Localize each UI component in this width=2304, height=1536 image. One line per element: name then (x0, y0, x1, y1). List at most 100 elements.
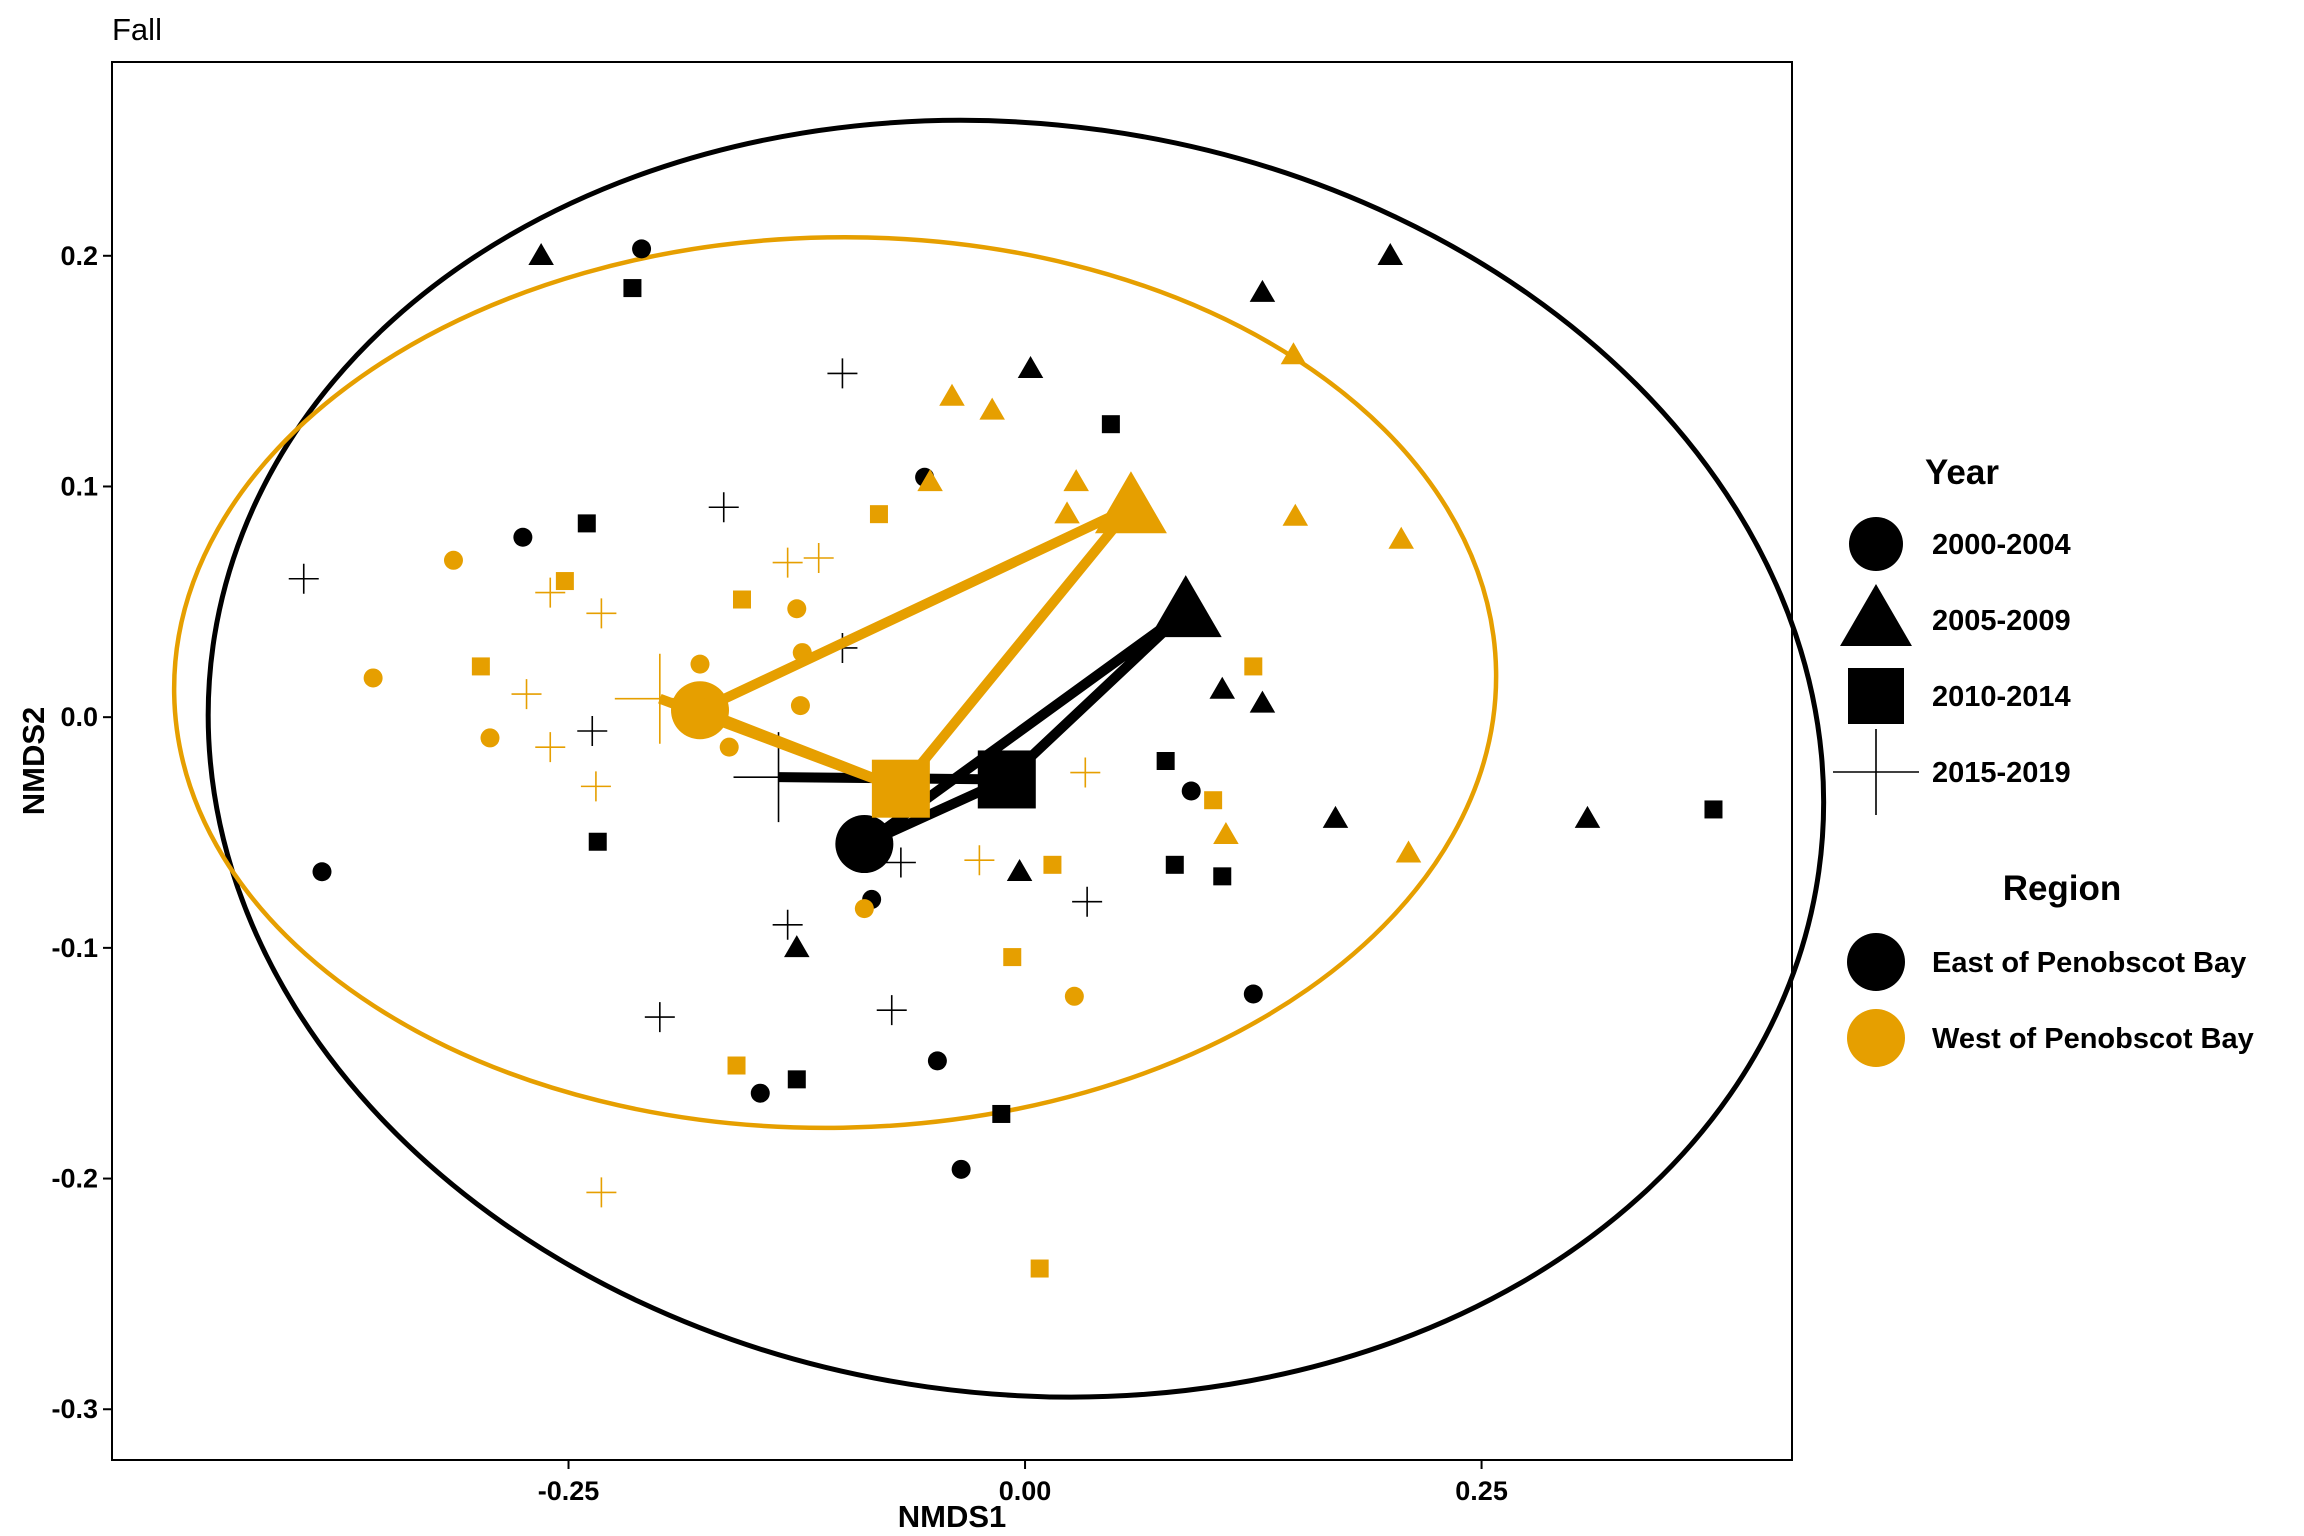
data-point (511, 679, 542, 710)
data-point (443, 550, 463, 570)
data-point (1244, 657, 1263, 676)
x-tick-label: -0.25 (538, 1476, 600, 1506)
data-point (869, 505, 888, 524)
x-axis: -0.25 0.00 0.25 (538, 1460, 1508, 1506)
data-point (927, 1051, 947, 1071)
data-point (586, 598, 617, 629)
data-point (644, 1002, 675, 1033)
data-point (577, 716, 608, 747)
data-point (750, 1083, 770, 1103)
data-point (787, 599, 807, 619)
legend-year-items: 2000-2004 2005-2009 2010-2014 2015-2019 (1833, 517, 2071, 815)
legend-year-label: 2005-2009 (1932, 605, 2071, 637)
data-point (1064, 986, 1084, 1006)
data-point (885, 847, 916, 878)
data-point (312, 862, 332, 882)
data-point (535, 732, 566, 763)
chart-title: Fall (112, 12, 162, 47)
legend-year-title: Year (1925, 453, 1999, 492)
data-point (733, 590, 751, 609)
y-tick-label: 0.1 (60, 471, 98, 501)
data-point (772, 547, 803, 578)
data-point (577, 514, 596, 533)
y-tick-label: -0.3 (51, 1394, 98, 1424)
data-point (623, 279, 642, 298)
data-point (827, 358, 858, 389)
data-point (939, 383, 965, 406)
data-point (876, 995, 907, 1026)
legend-key-circle (1849, 517, 1903, 571)
x-axis-label: NMDS1 (898, 1499, 1007, 1534)
data-point (964, 845, 995, 876)
data-point (1072, 886, 1103, 917)
data-point (1213, 822, 1239, 845)
legend-key-square (1848, 668, 1904, 724)
y-axis-label: NMDS2 (16, 707, 51, 816)
data-point (1070, 757, 1101, 788)
data-point (992, 1104, 1011, 1123)
ellipse-layer (171, 117, 1827, 1400)
y-tick-label: 0.2 (60, 241, 98, 271)
data-point (1043, 855, 1062, 874)
data-point (1280, 342, 1307, 365)
data-point (727, 1056, 746, 1075)
data-point (588, 832, 607, 851)
data-point (790, 696, 810, 716)
data-point (1017, 356, 1044, 379)
centroid-point (835, 815, 894, 874)
data-point (288, 563, 319, 594)
data-point (1249, 279, 1276, 302)
data-point (528, 243, 554, 266)
data-point (1243, 984, 1263, 1004)
x-tick-label: 0.00 (999, 1476, 1052, 1506)
data-point (784, 935, 810, 958)
legend-region-label: East of Penobscot Bay (1932, 947, 2246, 979)
y-tick-label: 0.0 (60, 702, 98, 732)
confidence-ellipse-west (171, 234, 1499, 1131)
legend-year-label: 2010-2014 (1932, 681, 2071, 713)
data-point (1377, 243, 1404, 266)
data-point (1101, 415, 1120, 434)
data-point (480, 728, 500, 748)
legend-region-label: West of Penobscot Bay (1932, 1023, 2254, 1055)
data-point (1006, 858, 1033, 881)
points-layer (288, 239, 1723, 1278)
data-point (690, 654, 710, 674)
data-point (1213, 867, 1232, 886)
data-point (1704, 800, 1723, 819)
data-point (1181, 781, 1201, 801)
data-point (1054, 501, 1080, 524)
x-tick-label: 0.25 (1455, 1476, 1508, 1506)
data-point (803, 542, 834, 573)
data-point (719, 737, 739, 757)
legend-year-label: 2015-2019 (1932, 757, 2071, 789)
data-point (1395, 840, 1422, 863)
legend-key-plus (1833, 729, 1919, 815)
data-point (1030, 1259, 1049, 1278)
data-point (951, 1159, 971, 1179)
data-point (787, 1070, 806, 1089)
centroid-point (1094, 471, 1167, 534)
legend-region-title: Region (2003, 869, 2122, 908)
data-point (1003, 948, 1022, 967)
y-tick-label: -0.2 (51, 1164, 98, 1194)
data-point (1204, 791, 1223, 810)
legend-region-items: East of Penobscot Bay West of Penobscot B… (1847, 933, 2254, 1067)
data-point (979, 397, 1005, 420)
data-point (1165, 855, 1184, 874)
data-point (1574, 805, 1601, 828)
legend-key-triangle (1840, 584, 1912, 647)
legend-key-region (1847, 933, 1905, 991)
data-point (513, 527, 533, 547)
centroid-point (671, 681, 729, 740)
data-point (632, 239, 652, 259)
data-point (363, 668, 383, 688)
data-point (1388, 526, 1414, 549)
legend-key-region (1847, 1009, 1905, 1067)
confidence-ellipse-east (205, 117, 1827, 1400)
legend-year-label: 2000-2004 (1932, 529, 2071, 561)
legend: Year 2000-2004 2005-2009 2010-2014 2015-201… (1833, 453, 2254, 1067)
data-point (772, 909, 803, 940)
centroid-point (1149, 575, 1222, 638)
data-point (555, 572, 574, 591)
